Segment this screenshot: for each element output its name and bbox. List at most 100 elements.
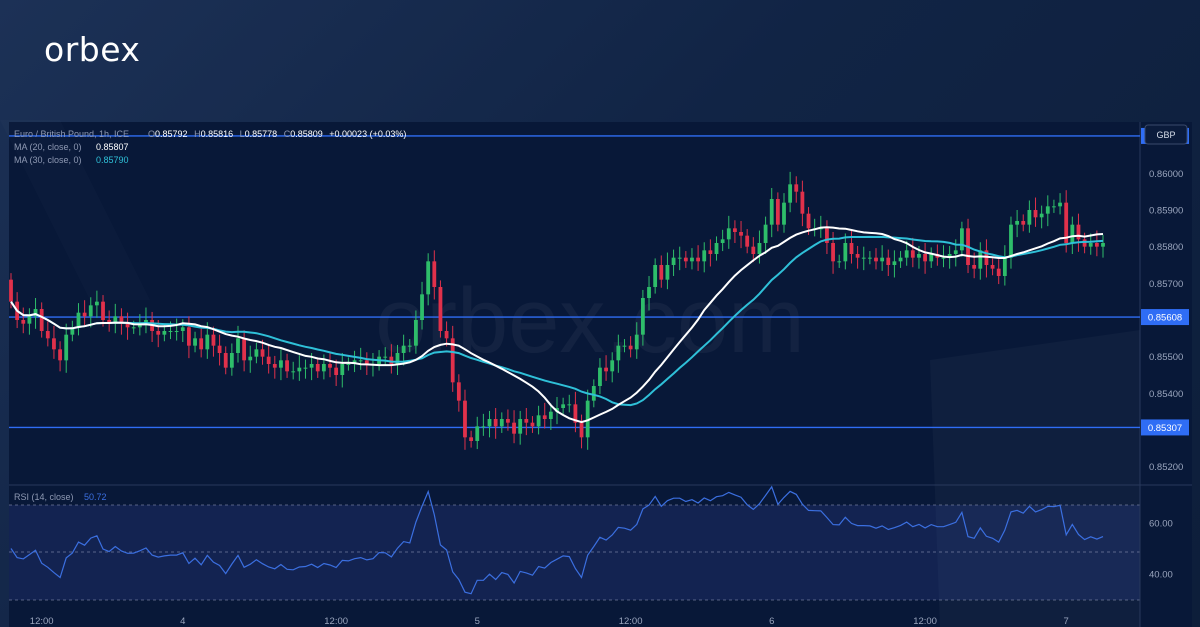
candle-body-48 (303, 367, 308, 369)
candle-body-161 (996, 268, 1001, 276)
candle-body-82 (512, 422, 516, 434)
candle-body-119 (739, 232, 743, 236)
candle-body-107 (665, 265, 670, 280)
candle-body-93 (579, 422, 584, 438)
candle-body-120 (745, 235, 750, 247)
candle-body-154 (953, 250, 958, 254)
candle-body-122 (757, 243, 762, 254)
candle-body-69 (432, 261, 437, 287)
candle-body-117 (726, 228, 731, 240)
candle-body-125 (775, 199, 780, 225)
time-tick-5: 6 (769, 616, 774, 627)
candle-body-0 (9, 279, 13, 302)
ma20-value: 0.85807 (96, 142, 129, 152)
candle-body-47 (297, 367, 302, 372)
candle-body-7 (52, 338, 56, 350)
candle-body-95 (591, 386, 596, 401)
candle-body-77 (481, 426, 486, 428)
candle-body-8 (58, 349, 62, 361)
time-tick-3: 5 (475, 616, 480, 627)
candle-body-173 (1070, 224, 1075, 243)
candle-body-168 (1039, 213, 1044, 218)
candle-body-123 (763, 224, 768, 243)
candle-body-26 (168, 331, 173, 332)
watermark: orbex.com (375, 270, 805, 372)
candle-body-6 (45, 331, 50, 339)
candle-body-71 (444, 331, 449, 339)
price-tick-0: 0.86000 (1149, 169, 1183, 180)
candle-body-50 (315, 364, 320, 372)
candle-body-174 (1076, 224, 1081, 240)
candle-body-72 (450, 338, 455, 383)
candle-body-19 (125, 323, 130, 328)
candle-body-130 (806, 213, 811, 229)
candle-body-167 (1033, 210, 1038, 218)
candle-body-109 (677, 257, 682, 259)
time-tick-2: 12:00 (324, 616, 348, 627)
candle-body-169 (1045, 206, 1050, 214)
candle-body-58 (364, 360, 369, 364)
candle-body-155 (959, 228, 964, 251)
candle-body-165 (1021, 221, 1026, 225)
ma30-line (10, 235, 1104, 407)
candle-body-75 (469, 437, 474, 441)
candle-body-2 (21, 320, 26, 324)
candle-body-63 (395, 353, 400, 364)
candle-body-22 (144, 320, 148, 324)
price-tick-6: 0.85200 (1149, 462, 1183, 473)
candle-body-27 (174, 331, 179, 332)
candle-body-102 (634, 334, 639, 350)
candle-body-51 (321, 364, 326, 372)
candle-body-5 (39, 309, 44, 331)
currency-badge[interactable] (1144, 124, 1188, 145)
candle-body-101 (628, 345, 633, 350)
candle-body-68 (426, 261, 431, 295)
candle-body-115 (714, 243, 719, 254)
candle-body-18 (119, 316, 124, 324)
candle-body-30 (193, 338, 197, 346)
candle-body-128 (794, 184, 799, 192)
candle-body-10 (70, 327, 75, 335)
candle-body-64 (401, 345, 406, 353)
candle-body-62 (389, 356, 394, 364)
candle-body-171 (1058, 202, 1062, 207)
candle-body-17 (113, 316, 118, 324)
candle-body-83 (518, 419, 523, 434)
candle-body-16 (107, 320, 112, 324)
rsi-tick-1: 40.00 (1149, 569, 1173, 580)
candle-body-142 (880, 257, 885, 262)
level-label-bg-2 (1141, 419, 1189, 436)
price-tick-4: 0.85500 (1149, 352, 1183, 363)
candle-body-126 (782, 202, 786, 225)
candle-body-11 (76, 312, 81, 328)
candle-body-132 (818, 228, 823, 230)
candle-body-12 (82, 312, 87, 317)
candle-body-73 (456, 382, 461, 401)
candle-body-91 (567, 404, 572, 406)
candle-body-136 (843, 243, 848, 262)
candle-body-164 (1015, 221, 1020, 225)
candle-body-87 (542, 415, 547, 419)
candle-body-38 (242, 338, 247, 361)
candle-body-29 (187, 327, 191, 346)
candle-body-100 (622, 345, 627, 347)
currency-badge-label: GBP (1156, 130, 1175, 140)
candle-body-150 (929, 254, 934, 262)
candle-body-176 (1088, 243, 1093, 247)
horizontal-levels (9, 135, 1140, 429)
candle-body-163 (1009, 224, 1013, 258)
candles (9, 171, 1105, 450)
candle-body-157 (972, 265, 977, 269)
candle-body-111 (690, 257, 694, 262)
candle-body-143 (886, 257, 891, 265)
candle-body-129 (800, 191, 805, 214)
ma20-label: MA (20, close, 0) (14, 142, 82, 152)
candle-body-24 (156, 331, 161, 335)
instrument-label: Euro / British Pound, 1h, ICE (14, 129, 129, 139)
candle-body-81 (506, 419, 510, 423)
candle-body-76 (475, 426, 480, 441)
candle-body-162 (1002, 257, 1007, 276)
candle-body-74 (463, 400, 467, 438)
candle-body-92 (573, 404, 578, 423)
